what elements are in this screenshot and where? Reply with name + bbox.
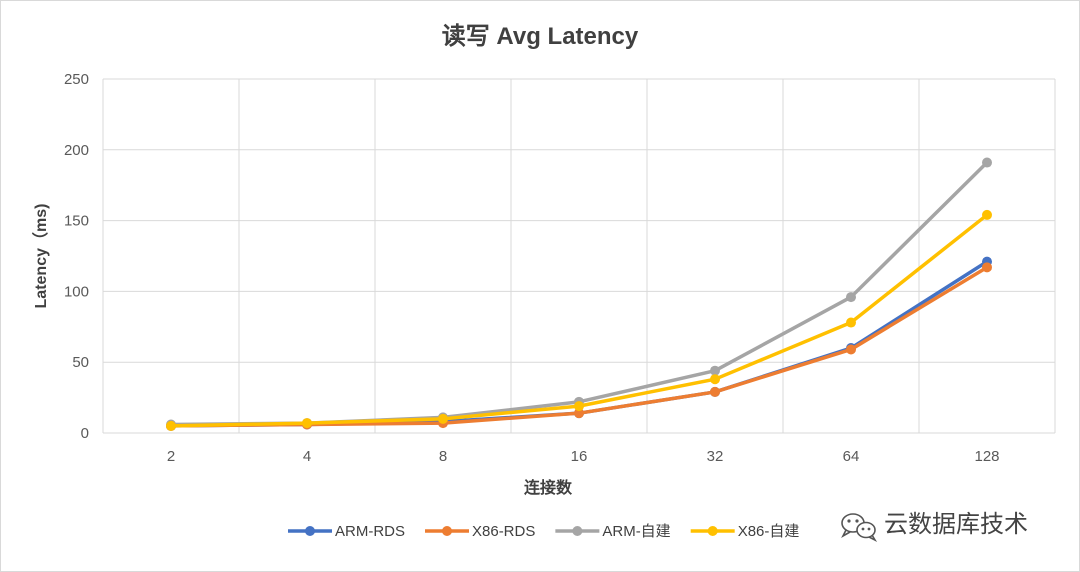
legend-item: X86-自建 [738, 523, 800, 540]
legend-marker [707, 526, 718, 536]
legend-item: ARM-自建 [602, 523, 670, 540]
y-tick-label: 200 [64, 142, 89, 159]
data-point [846, 344, 856, 355]
legend-marker [442, 526, 452, 536]
y-tick-label: 50 [72, 354, 89, 371]
data-point [574, 401, 584, 412]
chart-title: 读写 Avg Latency [442, 23, 639, 50]
data-point [846, 292, 856, 303]
y-axis-label: Latency（ms) [32, 204, 50, 309]
data-point [982, 209, 992, 220]
watermark: 云数据库技术 [841, 511, 1028, 542]
legend-item: X86-RDS [472, 523, 535, 540]
data-point [438, 413, 448, 424]
gridlines [102, 78, 1056, 434]
x-tick-label: 16 [571, 448, 588, 465]
data-point [166, 420, 176, 431]
legend: ARM-RDS X86-RDS ARM-自建 X86-自建 [288, 523, 799, 540]
y-tick-label: 0 [81, 425, 89, 442]
y-tick-label: 250 [64, 71, 89, 88]
x-tick-label: 8 [439, 448, 447, 465]
x-tick-label: 128 [974, 448, 999, 465]
x-tick-label: 64 [843, 448, 860, 465]
wechat-icon [841, 513, 878, 542]
y-tick-label: 150 [64, 213, 89, 230]
series-line [169, 213, 989, 428]
x-tick-label: 32 [707, 448, 724, 465]
legend-marker [305, 526, 315, 536]
series-lines [166, 157, 992, 431]
data-point [710, 386, 720, 397]
data-point [574, 408, 584, 419]
series-line [169, 160, 989, 427]
data-point [710, 374, 720, 385]
watermark-text: 云数据库技术 [884, 511, 1028, 538]
data-point [982, 157, 992, 168]
data-point [982, 262, 992, 273]
data-point [710, 365, 720, 376]
x-tick-label: 2 [167, 448, 175, 465]
x-axis-label: 连接数 [524, 478, 573, 497]
legend-item: ARM-RDS [335, 523, 405, 540]
data-point [846, 317, 856, 328]
y-tick-label: 100 [64, 283, 89, 300]
x-tick-label: 4 [303, 448, 311, 465]
legend-marker [572, 526, 583, 536]
x-axis-ticks: 2 4 8 16 32 64 128 [167, 448, 1000, 465]
data-point [302, 418, 312, 429]
y-axis-ticks: 0 50 100 150 200 250 [64, 71, 89, 442]
